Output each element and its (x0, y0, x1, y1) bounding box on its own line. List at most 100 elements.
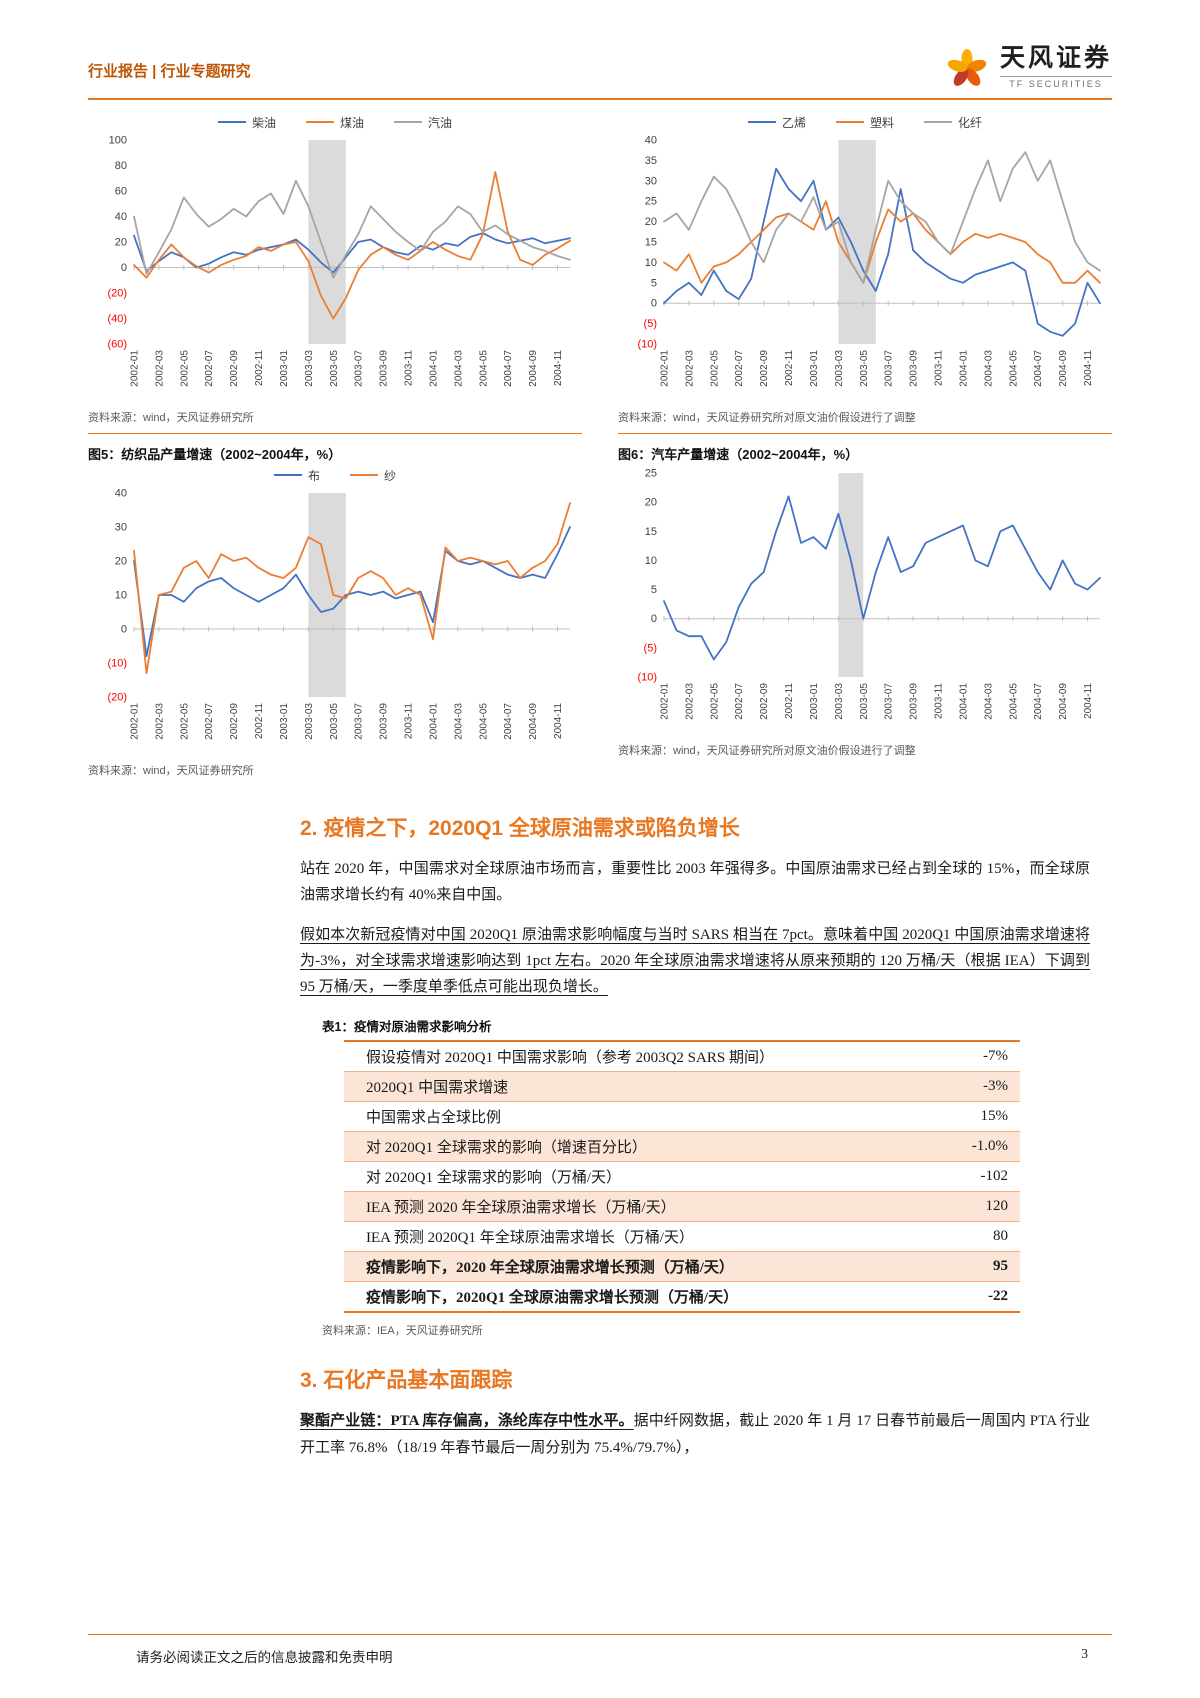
svg-text:2004-05: 2004-05 (1008, 683, 1019, 720)
svg-text:2004-07: 2004-07 (1033, 350, 1044, 387)
svg-text:2004-03: 2004-03 (453, 350, 464, 387)
legend-item: 柴油 (217, 114, 276, 131)
table-row-value: 120 (985, 1198, 1009, 1215)
svg-text:40: 40 (115, 488, 127, 500)
table-row: 假设疫情对 2020Q1 中国需求影响（参考 2003Q2 SARS 期间） -7… (344, 1042, 1020, 1073)
svg-text:2004-03: 2004-03 (983, 683, 994, 720)
svg-text:2002-09: 2002-09 (229, 703, 240, 740)
svg-text:2003-07: 2003-07 (884, 683, 895, 720)
svg-text:2002-09: 2002-09 (229, 350, 240, 387)
svg-text:2003-11: 2003-11 (934, 683, 945, 719)
svg-text:5: 5 (651, 584, 657, 596)
paragraph-lead: 聚酯产业链：PTA 库存偏高，涤纶库存中性水平。 (300, 1413, 634, 1430)
figure-source: 资料来源：wind，天风证券研究所 (88, 765, 254, 777)
svg-text:(5): (5) (644, 642, 657, 654)
svg-text:2003-01: 2003-01 (279, 703, 290, 740)
figure-source: 资料来源：wind，天风证券研究所对原文油价假设进行了调整 (618, 412, 916, 424)
line-chart-svg: 100 80 60 40 20 0 (20) (40) (60)2002-01 2002-03 20… (107, 135, 571, 387)
svg-text:2002-01: 2002-01 (130, 350, 141, 387)
svg-text:2004-09: 2004-09 (1058, 683, 1069, 720)
legend-line-icon (217, 121, 246, 123)
svg-text:(60): (60) (107, 339, 127, 351)
svg-text:20: 20 (115, 556, 127, 568)
line-chart-svg: 25 20 15 10 5 0 (5) (10)2002-01 2002-03 2002-05 20… (637, 468, 1101, 720)
svg-text:2003-05: 2003-05 (859, 350, 870, 387)
svg-text:2004-07: 2004-07 (503, 350, 514, 387)
table-row: 2020Q1 中国需求增速 -3% (344, 1072, 1020, 1103)
svg-text:2004-09: 2004-09 (1058, 350, 1069, 387)
svg-text:10: 10 (645, 257, 657, 269)
legend-item: 煤油 (305, 114, 364, 131)
legend-line-icon (924, 121, 952, 123)
svg-text:60: 60 (115, 186, 127, 198)
svg-text:10: 10 (115, 590, 127, 602)
chart-legend: 布纱 (88, 465, 582, 485)
svg-text:2002-01: 2002-01 (660, 683, 671, 720)
svg-text:2002-03: 2002-03 (684, 683, 695, 720)
legend-line-icon (273, 474, 302, 476)
figure-auto: 图6：汽车产量增速（2002~2004年，%） 25 20 15 10 5 0 (5) (10… (618, 436, 1112, 786)
figure-chemicals: 乙烯 塑料 化纤 40 35 30 25 20 15 10 5 0 (5) (10) 2002-01 2002… (618, 112, 1112, 434)
header-divider (88, 98, 1112, 100)
table-row-value: -7% (983, 1048, 1008, 1065)
svg-text:2003-03: 2003-03 (834, 683, 845, 720)
svg-text:(20): (20) (107, 692, 127, 704)
svg-text:2003-05: 2003-05 (329, 350, 340, 387)
table-row: 中国需求占全球比例 15% (344, 1102, 1020, 1133)
table-row-label: 假设疫情对 2020Q1 中国需求影响（参考 2003Q2 SARS 期间） (366, 1050, 774, 1067)
table-source: 资料来源：IEA，天风证券研究所 (322, 1325, 483, 1338)
svg-text:2004-11: 2004-11 (1083, 350, 1094, 386)
table-row-value: -102 (980, 1168, 1009, 1185)
svg-text:2002-05: 2002-05 (709, 683, 720, 720)
svg-text:2002-07: 2002-07 (734, 350, 745, 387)
svg-text:2003-05: 2003-05 (329, 703, 340, 740)
svg-text:(20): (20) (107, 288, 127, 300)
svg-text:20: 20 (645, 497, 657, 509)
svg-text:15: 15 (645, 526, 657, 538)
table-row: 疫情影响下，2020Q1 全球原油需求增长预测（万桶/天） -22 (344, 1282, 1020, 1311)
chart-chemicals-growth: 乙烯 塑料 化纤 40 35 30 25 20 15 10 5 0 (5) (10) 2002-01 2002… (618, 112, 1112, 404)
section-2-paragraph-1: 站在 2020 年，中国需求对全球原油市场而言，重要性比 2003 年强得多。中… (300, 861, 1090, 904)
section-2-paragraph-2: 假如本次新冠疫情对中国 2020Q1 原油需求影响幅度与当时 SARS 相当在 … (300, 926, 1090, 996)
svg-text:80: 80 (115, 160, 127, 172)
svg-text:20: 20 (645, 216, 657, 228)
svg-text:2002-11: 2002-11 (784, 683, 795, 719)
table-row-label: 2020Q1 中国需求增速 (366, 1080, 509, 1097)
page-header: 行业报告 | 行业专题研究 天风证券 TF SECURITIES (88, 44, 1112, 90)
svg-text:2004-01: 2004-01 (429, 703, 440, 740)
svg-text:2002-03: 2002-03 (154, 350, 165, 387)
legend-line-icon (305, 121, 334, 123)
svg-text:20: 20 (115, 237, 127, 249)
legend-item: 纱 (350, 467, 396, 484)
table-row-label: 中国需求占全球比例 (366, 1110, 502, 1127)
svg-text:2002-11: 2002-11 (254, 350, 265, 386)
svg-text:2002-05: 2002-05 (709, 350, 720, 387)
svg-text:2002-11: 2002-11 (254, 703, 265, 739)
demand-impact-table: 表1：疫情对原油需求影响分析 假设疫情对 2020Q1 中国需求影响（参考 20… (322, 1016, 1020, 1338)
svg-text:30: 30 (645, 175, 657, 187)
svg-text:2003-11: 2003-11 (404, 350, 415, 386)
figure-source: 资料来源：wind，天风证券研究所 (88, 412, 254, 424)
svg-text:2003-07: 2003-07 (354, 703, 365, 740)
svg-text:2003-09: 2003-09 (379, 350, 390, 387)
report-category: 行业报告 | 行业专题研究 (88, 63, 251, 80)
table-row: 对 2020Q1 全球需求的影响（增速百分比） -1.0% (344, 1132, 1020, 1163)
figures-grid: 柴油 煤油 汽油 100 80 60 40 20 0 (20) (40) (60) 2002-01 200… (88, 112, 1112, 786)
page-number: 3 (1081, 1646, 1088, 1661)
svg-text:2004-01: 2004-01 (429, 350, 440, 387)
svg-text:2004-11: 2004-11 (1083, 683, 1094, 719)
chart-legend: 乙烯 塑料 化纤 (618, 112, 1112, 132)
svg-text:2002-01: 2002-01 (130, 703, 141, 740)
svg-text:2004-03: 2004-03 (453, 703, 464, 740)
figure-title: 图6：汽车产量增速（2002~2004年，%） (618, 447, 859, 462)
section-2-heading: 2. 疫情之下，2020Q1 全球原油需求或陷负增长 (300, 817, 740, 840)
legend-line-icon (747, 121, 776, 123)
svg-text:0: 0 (121, 624, 127, 636)
svg-text:2003-07: 2003-07 (354, 350, 365, 387)
table-title: 表1：疫情对原油需求影响分析 (322, 1020, 492, 1035)
svg-text:5: 5 (651, 277, 657, 289)
table-row-label: 对 2020Q1 全球需求的影响（万桶/天） (366, 1170, 622, 1187)
svg-text:2003-01: 2003-01 (809, 683, 820, 720)
svg-text:2004-09: 2004-09 (528, 350, 539, 387)
section-3-heading: 3. 石化产品基本面跟踪 (300, 1369, 513, 1393)
